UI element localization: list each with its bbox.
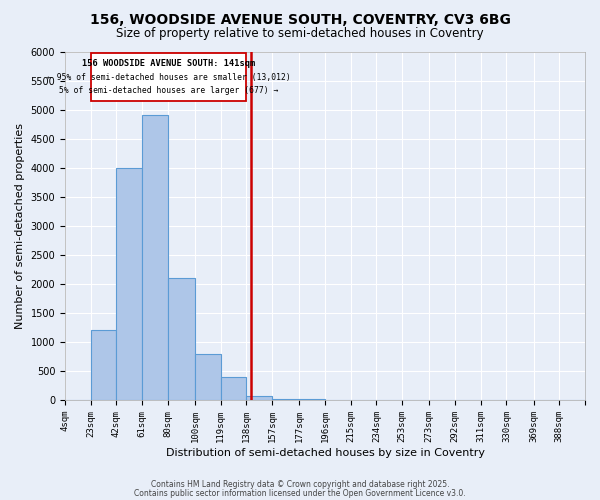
Bar [116, 168, 142, 400]
Bar [91, 330, 116, 400]
Text: 156, WOODSIDE AVENUE SOUTH, COVENTRY, CV3 6BG: 156, WOODSIDE AVENUE SOUTH, COVENTRY, CV… [89, 12, 511, 26]
X-axis label: Distribution of semi-detached houses by size in Coventry: Distribution of semi-detached houses by … [166, 448, 485, 458]
FancyBboxPatch shape [91, 52, 247, 101]
Text: ← 95% of semi-detached houses are smaller (13,012): ← 95% of semi-detached houses are smalle… [47, 74, 290, 82]
Bar [142, 116, 168, 400]
Y-axis label: Number of semi-detached properties: Number of semi-detached properties [15, 122, 25, 328]
Bar [168, 278, 195, 400]
Text: Size of property relative to semi-detached houses in Coventry: Size of property relative to semi-detach… [116, 28, 484, 40]
Text: 5% of semi-detached houses are larger (677) →: 5% of semi-detached houses are larger (6… [59, 86, 278, 94]
Bar [195, 354, 221, 400]
Text: Contains HM Land Registry data © Crown copyright and database right 2025.: Contains HM Land Registry data © Crown c… [151, 480, 449, 489]
Bar [247, 396, 272, 400]
Text: 156 WOODSIDE AVENUE SOUTH: 141sqm: 156 WOODSIDE AVENUE SOUTH: 141sqm [82, 59, 255, 68]
Bar [272, 399, 299, 400]
Text: Contains public sector information licensed under the Open Government Licence v3: Contains public sector information licen… [134, 488, 466, 498]
Bar [221, 376, 247, 400]
